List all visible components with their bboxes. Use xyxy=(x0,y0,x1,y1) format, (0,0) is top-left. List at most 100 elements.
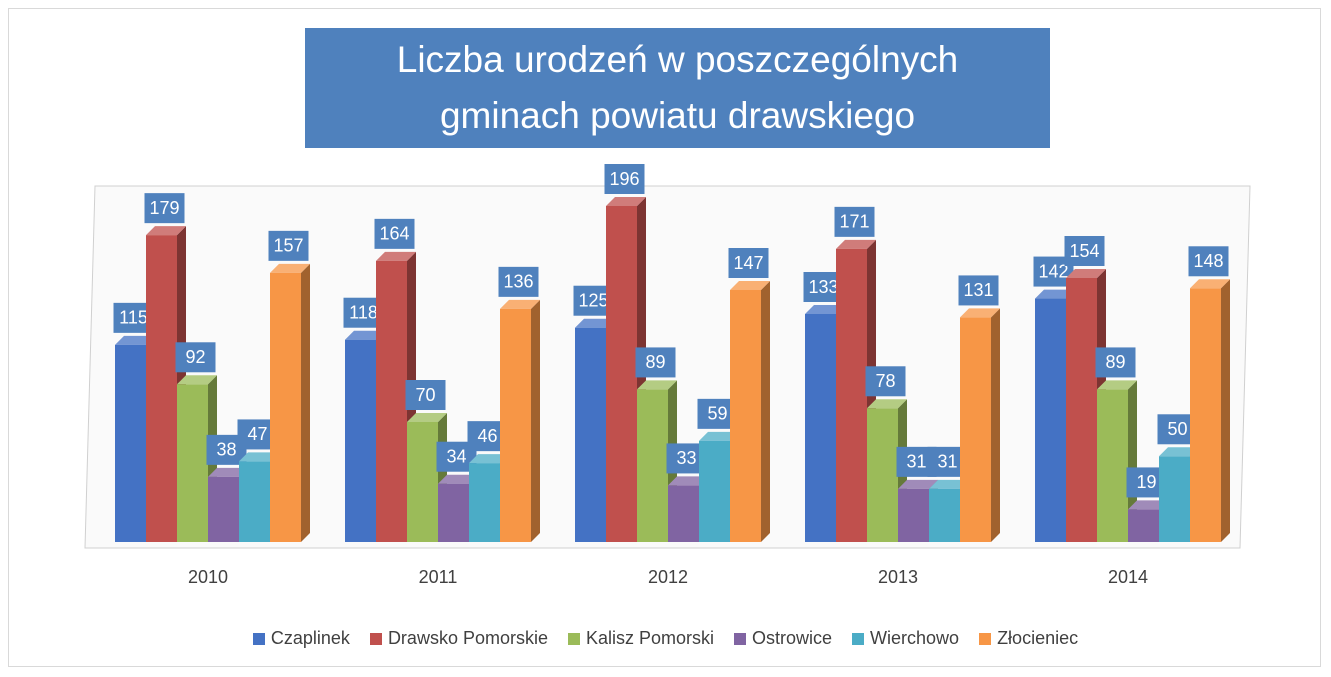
bar-top xyxy=(270,263,310,273)
bar-side xyxy=(1221,279,1230,542)
bar-top xyxy=(407,413,447,422)
data-label: 131 xyxy=(963,280,993,300)
data-label: 164 xyxy=(379,224,409,244)
chart-frame xyxy=(8,8,1321,667)
bar-side xyxy=(761,281,770,542)
data-label-box xyxy=(1188,246,1229,277)
data-label: 59 xyxy=(707,404,727,424)
bar xyxy=(438,483,469,542)
bar-top xyxy=(177,375,217,385)
chart-title: Liczba urodzeń w poszczególnych gminach … xyxy=(305,28,1050,148)
data-label-box xyxy=(1095,347,1136,378)
bar xyxy=(805,314,836,542)
bar-top xyxy=(1097,380,1137,390)
bar-top xyxy=(438,474,478,484)
data-label: 34 xyxy=(446,446,466,466)
legend-swatch xyxy=(369,632,382,645)
x-tick-label: 2011 xyxy=(419,567,458,587)
legend-item: Czaplinek xyxy=(252,628,350,649)
data-label: 31 xyxy=(906,452,926,472)
bar xyxy=(1035,298,1066,542)
bar-top xyxy=(1159,447,1199,457)
bar xyxy=(637,389,668,542)
bar xyxy=(960,317,991,542)
data-label-box xyxy=(834,206,875,237)
bar-top xyxy=(115,335,155,345)
legend-swatch xyxy=(852,632,865,645)
bar-top xyxy=(1190,279,1230,289)
legend: Czaplinek Drawsko Pomorskie Kalisz Pomorsk… xyxy=(0,628,1331,649)
legend-label: Ostrowice xyxy=(752,628,833,648)
data-label: 147 xyxy=(733,253,763,273)
bar xyxy=(469,463,500,542)
data-label-box xyxy=(405,380,446,410)
bar xyxy=(1097,389,1128,542)
data-label-box xyxy=(175,342,216,373)
legend-item: Ostrowice xyxy=(734,628,832,649)
legend-swatch xyxy=(567,632,580,645)
data-label-box xyxy=(1064,236,1105,266)
bar xyxy=(898,488,929,542)
bar-top xyxy=(208,467,248,477)
data-label: 50 xyxy=(1167,419,1187,439)
bar-top xyxy=(469,454,509,464)
bar-top xyxy=(500,299,540,309)
bar xyxy=(115,344,146,542)
data-label: 154 xyxy=(1069,241,1099,261)
legend-swatch xyxy=(979,632,992,645)
bar-top xyxy=(805,305,845,314)
data-label-box xyxy=(498,266,539,297)
data-label-box xyxy=(604,164,645,194)
legend-item: Wierchowo xyxy=(852,628,959,649)
legend-label: Kalisz Pomorski xyxy=(585,628,715,648)
bar xyxy=(177,384,208,542)
bar-top xyxy=(898,479,938,489)
data-label: 47 xyxy=(247,424,267,444)
bar-top xyxy=(1128,500,1168,510)
bar xyxy=(575,327,606,542)
bar-top xyxy=(836,239,876,249)
bar xyxy=(929,488,960,542)
x-tick-label: 2014 xyxy=(1108,567,1148,587)
bar-top xyxy=(668,476,708,486)
data-label: 118 xyxy=(349,302,378,322)
x-tick-label: 2010 xyxy=(188,567,228,587)
bar-top xyxy=(239,452,279,462)
data-label-box xyxy=(958,275,999,306)
bar-top xyxy=(345,330,385,340)
bar-side xyxy=(991,308,1000,542)
bar xyxy=(500,308,531,542)
data-label: 46 xyxy=(477,426,497,446)
legend-item: Drawsko Pomorskie xyxy=(369,628,548,649)
bar xyxy=(1159,456,1190,542)
bar-top xyxy=(146,226,186,236)
bar-top xyxy=(960,308,1000,318)
bar xyxy=(730,290,761,542)
data-label: 196 xyxy=(609,169,639,189)
data-label: 115 xyxy=(119,308,148,328)
data-label: 136 xyxy=(503,272,533,292)
bar-top xyxy=(929,479,969,489)
data-label: 78 xyxy=(875,371,895,391)
legend-item: Kalisz Pomorski xyxy=(567,628,715,649)
bar xyxy=(867,408,898,542)
bar xyxy=(699,440,730,542)
legend-item: Złocieniec xyxy=(979,628,1078,649)
bar xyxy=(407,422,438,542)
bar-top xyxy=(1066,269,1106,278)
bar-top xyxy=(606,197,646,206)
data-label: 89 xyxy=(645,352,665,372)
data-label-box xyxy=(635,347,676,378)
data-label: 19 xyxy=(1136,472,1156,492)
data-label-box xyxy=(865,366,906,397)
data-label: 31 xyxy=(937,452,957,472)
bar-side xyxy=(531,299,540,542)
data-label-box xyxy=(374,218,415,249)
data-label: 33 xyxy=(676,448,696,468)
bar-top xyxy=(637,380,677,390)
x-tick-label: 2013 xyxy=(878,567,918,587)
legend-label: Wierchowo xyxy=(870,628,960,648)
bar xyxy=(345,339,376,542)
bar xyxy=(1128,509,1159,542)
